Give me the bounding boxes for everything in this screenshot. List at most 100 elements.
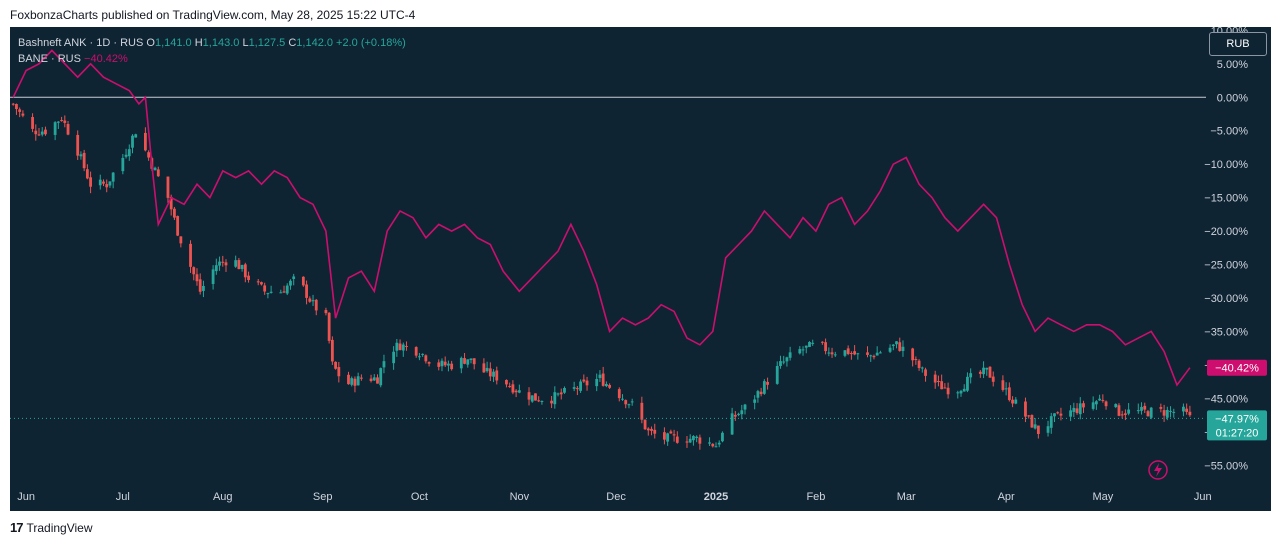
y-tick-label: −45.00% (1204, 393, 1248, 405)
candle-body (463, 358, 466, 364)
candle-body (1082, 403, 1085, 408)
candle-body (147, 152, 151, 158)
legend-main-row: Bashneft ANK · 1D · RUS O1,141.0 H1,143.… (18, 35, 406, 51)
candle-body (169, 196, 173, 210)
candle-body (440, 360, 444, 367)
candle-body (550, 400, 553, 404)
candle-body (173, 208, 176, 218)
candle-body (421, 353, 425, 355)
candle-body (492, 371, 495, 377)
legend-main-title[interactable]: Bashneft ANK · 1D · RUS (18, 37, 144, 49)
legend-compare-row: BANE · RUS −40.42% (18, 51, 406, 67)
y-tick-label: 0.00% (1217, 92, 1248, 104)
candle-body (60, 120, 63, 122)
legend-change: +2.0 (+0.18%) (336, 37, 406, 49)
candle-body (376, 377, 379, 384)
x-tick-label: Nov (510, 491, 530, 503)
candle-body (450, 363, 454, 370)
candle-body (669, 431, 673, 434)
candle-body (898, 342, 902, 351)
y-tick-label: −35.00% (1204, 326, 1248, 338)
footer: 17 TradingView (10, 520, 93, 535)
x-tick-label: Oct (411, 491, 428, 503)
candle-body (79, 154, 83, 157)
y-tick-label: −55.00% (1204, 460, 1248, 472)
candle-body (1188, 411, 1192, 416)
candle-body (978, 371, 982, 374)
candle-body (18, 109, 22, 112)
candle-body (82, 152, 86, 169)
candle-body (63, 120, 67, 123)
candle-body (424, 355, 428, 362)
candle-body (1049, 416, 1053, 428)
main-last-tag (1207, 410, 1267, 441)
candle-body (1011, 399, 1014, 404)
candle-body (56, 121, 60, 123)
candle-body (263, 285, 267, 292)
candle-body (579, 381, 582, 391)
candle-body (327, 312, 331, 341)
candle-body (627, 404, 631, 406)
candle-body (401, 344, 405, 351)
candle-body (234, 260, 238, 267)
candle-body (1140, 406, 1143, 411)
candle-body (395, 342, 399, 351)
x-tick-label: Jul (116, 491, 130, 503)
candle-body (292, 276, 296, 279)
candle-body (466, 359, 470, 365)
footer-brand[interactable]: TradingView (26, 520, 93, 535)
candle-body (102, 181, 105, 184)
candle-body (553, 392, 557, 405)
candle-body (666, 433, 670, 442)
lightning-icon[interactable] (1154, 463, 1162, 477)
candle-body (849, 353, 853, 355)
candle-body (517, 390, 521, 393)
candle-body (289, 280, 292, 286)
chart-panel[interactable]: 10.00%5.00%0.00%−5.00%−10.00%−15.00%−20.… (10, 27, 1271, 511)
candle-body (192, 267, 196, 275)
chart-legend: Bashneft ANK · 1D · RUS O1,141.0 H1,143.… (18, 35, 406, 67)
candle-body (1075, 408, 1079, 413)
candle-body (37, 134, 41, 136)
candle-body (247, 275, 250, 281)
candle-body (369, 378, 373, 382)
candle-body (888, 347, 892, 352)
candle-body (305, 284, 308, 298)
candle-body (1136, 410, 1140, 412)
candle-body (260, 282, 263, 285)
candle-body (418, 356, 421, 358)
candle-body (211, 269, 215, 285)
candle-body (347, 374, 350, 385)
y-tick-label: −20.00% (1204, 226, 1248, 238)
candle-body (311, 300, 315, 302)
candle-body (527, 392, 531, 400)
candle-body (1091, 402, 1095, 409)
legend-compare-title[interactable]: BANE · RUS (18, 53, 81, 65)
candle-body (598, 374, 602, 378)
candle-body (604, 383, 608, 387)
candle-body (214, 265, 218, 272)
candle-body (646, 428, 650, 431)
candle-body (991, 376, 995, 382)
currency-button[interactable]: RUB (1209, 32, 1267, 56)
candle-body (108, 181, 112, 186)
candle-body (1033, 424, 1037, 429)
candle-body (237, 260, 241, 270)
candle-body (572, 387, 576, 389)
candle-body (282, 291, 286, 293)
candle-body (443, 361, 447, 366)
candle-body (621, 398, 624, 400)
candle-body (488, 368, 492, 377)
candle-body (1159, 407, 1163, 409)
candle-body (1036, 425, 1040, 435)
candle-body (530, 395, 534, 402)
chart-canvas[interactable]: 10.00%5.00%0.00%−5.00%−10.00%−15.00%−20.… (10, 27, 1271, 511)
candle-body (1165, 409, 1169, 418)
lightning-icon[interactable] (1148, 460, 1168, 480)
candle-body (224, 262, 228, 266)
candle-body (962, 388, 966, 392)
candle-body (917, 360, 921, 369)
candle-body (563, 387, 566, 393)
candle-body (601, 373, 605, 386)
tradingview-logo-icon[interactable]: 17 (10, 520, 24, 535)
